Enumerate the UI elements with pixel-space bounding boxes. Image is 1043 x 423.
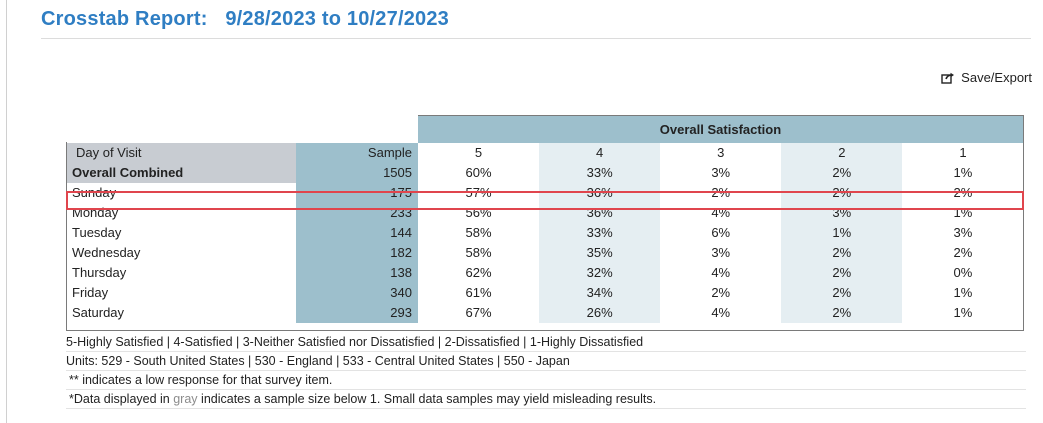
low-response-text: indicates a low response for that survey… [78,373,333,387]
score-3-value: 3% [711,245,731,260]
row-label: Saturday [72,305,125,320]
score-3-value: 6% [711,225,731,240]
sample-value: 144 [296,223,418,243]
score-1-value: 1% [953,205,973,220]
column-header-row: Day of Visit Sample 5 4 3 2 1 [66,143,1024,163]
overall-satisfaction-header: Overall Satisfaction [418,115,1024,143]
sample-value: 293 [296,303,418,323]
score-3-value: 2% [711,285,731,300]
score-4-value: 36% [539,203,661,223]
score-3-value: 4% [711,265,731,280]
score-4-value: 34% [539,283,661,303]
save-export-button[interactable]: Save/Export [941,70,1032,85]
score-1-header[interactable]: 1 [959,145,967,160]
row-label: Overall Combined [66,163,296,183]
score-3-value: 3% [711,165,731,180]
title-divider [41,38,1031,39]
gray-data-note: *Data displayed in gray indicates a samp… [66,390,1026,409]
score-4-value: 26% [539,303,661,323]
row-label: Friday [72,285,109,300]
score-1-value: 2% [953,185,973,200]
score-2-value: 2% [781,303,903,323]
score-3-value: 2% [711,185,731,200]
score-2-value: 2% [781,243,903,263]
units-legend: Units: 529 - South United States | 530 -… [66,352,1026,371]
table-row-saturday: Saturday 293 67% 26% 4% 2% 1% [66,303,1024,323]
sample-value: 138 [296,263,418,283]
table-row-thursday: Thursday 138 62% 32% 4% 2% 0% [66,263,1024,283]
score-2-value: 1% [781,223,903,243]
score-5-value: 57% [465,185,492,200]
score-4-value: 35% [539,243,661,263]
table-row-overall-combined: Overall Combined 1505 60% 33% 3% 2% 1% [66,163,1024,183]
score-4-value: 32% [539,263,661,283]
score-5-value: 56% [465,205,492,220]
score-1-value: 1% [953,165,973,180]
score-2-value: 3% [781,203,903,223]
low-response-marker: ** [69,373,79,387]
row-label: Sunday [72,185,117,200]
low-response-note: ** indicates a low response for that sur… [66,371,1026,390]
score-1-value: 1% [953,305,973,320]
left-divider [6,0,7,423]
score-1-value: 2% [953,245,973,260]
group-header-spacer [66,115,418,143]
sample-value: 233 [296,203,418,223]
score-5-header[interactable]: 5 [474,145,483,160]
score-2-value: 2% [781,263,903,283]
table-row-tuesday: Tuesday 144 58% 33% 6% 1% 3% [66,223,1024,243]
scale-legend: 5-Highly Satisfied | 4-Satisfied | 3-Nei… [66,333,1026,352]
score-2-value: 2% [781,283,903,303]
sample-value: 340 [296,283,418,303]
group-header-row: Overall Satisfaction [66,115,1024,143]
sample-value: 175 [296,183,418,203]
score-1-value: 3% [953,225,973,240]
row-label: Monday [72,205,119,220]
crosstab-table: Overall Satisfaction Day of Visit Sample… [66,115,1024,323]
score-3-header[interactable]: 3 [717,145,725,160]
sample-header[interactable]: Sample [296,143,418,163]
score-3-value: 4% [711,205,731,220]
score-5-value: 62% [465,265,492,280]
row-label: Wednesday [72,245,141,260]
share-export-icon [941,72,955,84]
sample-value: 1505 [296,163,418,183]
score-5-value: 58% [465,245,492,260]
score-2-value: 2% [781,163,903,183]
gray-note-suffix: indicates a sample size below 1. Small d… [197,392,657,406]
score-5-value: 67% [465,305,492,320]
score-5-value: 60% [465,165,492,180]
table-row-monday: Monday 233 56% 36% 4% 3% 1% [66,203,1024,223]
gray-word: gray [173,392,198,406]
day-of-visit-header[interactable]: Day of Visit [66,143,296,163]
sample-value: 182 [296,243,418,263]
score-2-value: 2% [781,183,903,203]
report-date-range: 9/28/2023 to 10/27/2023 [225,8,449,30]
report-notes: 5-Highly Satisfied | 4-Satisfied | 3-Nei… [66,333,1026,423]
score-4-value: 36% [539,183,661,203]
score-4-value: 33% [539,223,661,243]
save-export-label: Save/Export [961,70,1032,85]
score-5-value: 61% [465,285,492,300]
row-label: Thursday [72,265,127,280]
row-label: Tuesday [72,225,122,240]
score-2-header[interactable]: 2 [781,143,903,163]
gray-note-prefix: *Data displayed in [69,392,174,406]
table-row-friday: Friday 340 61% 34% 2% 2% 1% [66,283,1024,303]
score-3-value: 4% [711,305,731,320]
score-1-value: 0% [953,265,973,280]
report-title-label: Crosstab Report: [41,8,208,30]
table-row-wednesday: Wednesday 182 58% 35% 3% 2% 2% [66,243,1024,263]
page-title: Crosstab Report: 9/28/2023 to 10/27/2023 [41,8,449,31]
score-4-header[interactable]: 4 [539,143,661,163]
score-1-value: 1% [953,285,973,300]
table-row-sunday: Sunday 175 57% 36% 2% 2% 2% [66,183,1024,203]
score-5-value: 58% [465,225,492,240]
score-4-value: 33% [539,163,661,183]
notes-spacer [66,409,1026,423]
